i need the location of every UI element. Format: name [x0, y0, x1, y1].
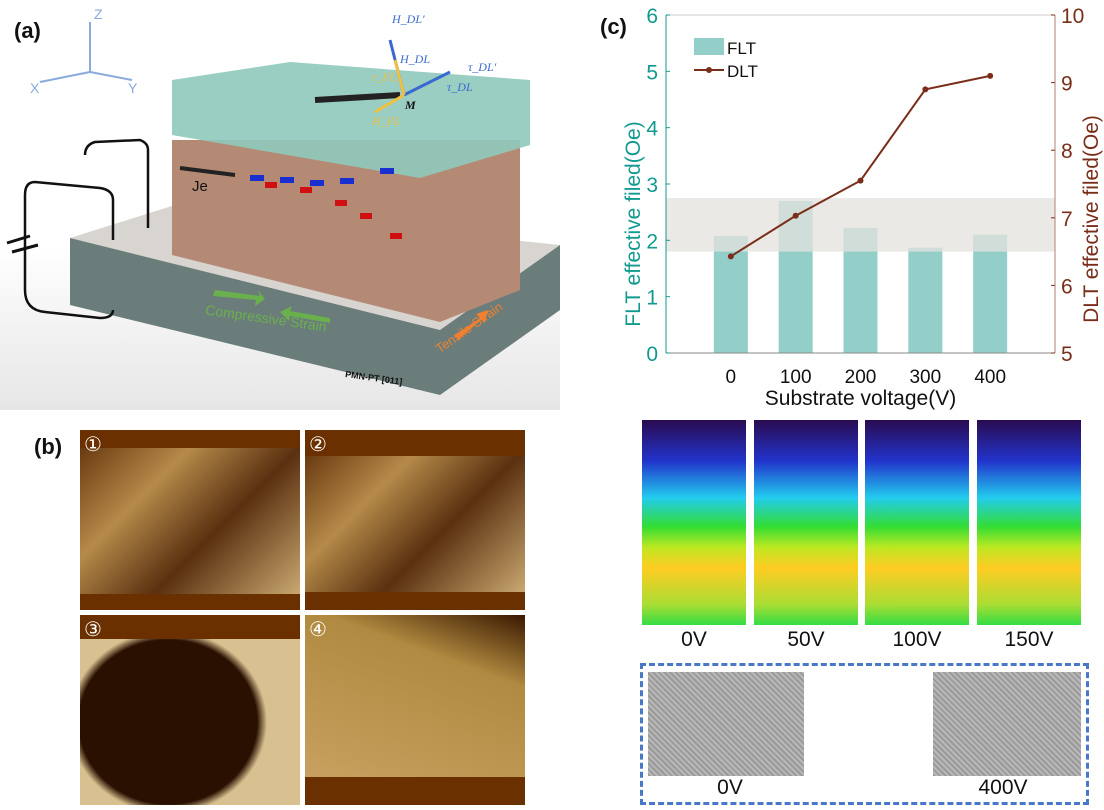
current-arrow	[179, 166, 236, 177]
spin-arrows-red	[265, 182, 402, 239]
heatmap-label: 0V	[681, 628, 707, 651]
axis-label-x: X	[30, 80, 40, 96]
y2-tick-label: 9	[1061, 73, 1073, 96]
legend-flt-label: FLT	[727, 39, 756, 58]
panel-b-label: (b)	[34, 434, 63, 459]
spin-arrows-blue	[250, 168, 394, 186]
xmcd-box: 0V 400V	[640, 663, 1089, 805]
afm-image-1: ①	[80, 430, 300, 610]
torque-vectors	[374, 39, 451, 114]
shaded-band	[666, 198, 1055, 252]
label-je: Je	[192, 178, 208, 195]
xmcd-image-0v	[648, 672, 804, 776]
flt-bar	[908, 247, 943, 353]
y-tick-label: 2	[646, 230, 658, 253]
x-tick-label: 200	[845, 367, 877, 388]
panel-a: (a) Z X Y H_DL′ H_DL τ_FL τ_DL τ_DL′ H_F…	[0, 0, 560, 410]
heatmap-label: 150V	[1004, 628, 1054, 651]
heatmap-label: 50V	[787, 628, 825, 651]
y2-tick-label: 8	[1061, 140, 1073, 163]
heatmap-label: 100V	[892, 628, 942, 651]
legend-dlt-label: DLT	[727, 62, 758, 81]
strain-arrows	[213, 290, 488, 340]
y-tick-label: 3	[646, 174, 658, 197]
x-tick-label: 100	[780, 367, 812, 388]
afm-image-3: ③	[80, 615, 300, 805]
panel-c-label: (c)	[600, 14, 627, 39]
label-tau-dl: τ_DL	[447, 80, 473, 94]
x-tick-label: 300	[909, 367, 941, 388]
coordinate-axes	[39, 22, 133, 83]
top-layer	[172, 62, 530, 178]
label-m: M	[405, 98, 416, 112]
label-tau-dl-prime: τ_DL′	[468, 60, 497, 74]
legend-flt-swatch	[694, 38, 724, 55]
heatmap-row: 0V 50V 100V 150V	[642, 420, 1082, 660]
magnetization-arrow	[314, 92, 401, 103]
label-h-dl: H_DL	[400, 52, 431, 66]
dlt-point	[922, 86, 929, 93]
y-tick-label: 6	[646, 5, 658, 28]
label-h-dl-prime: H_DL′	[392, 12, 425, 26]
afm-image-4: ④	[305, 615, 525, 805]
axis-label-z: Z	[94, 6, 103, 22]
y-tick-label: 1	[646, 287, 658, 310]
xmcd-image-400v	[933, 672, 1081, 776]
y2-tick-label: 7	[1061, 208, 1073, 231]
y-tick-label: 5	[646, 61, 658, 84]
afm-image-2: ②	[305, 430, 525, 610]
y2-tick-label: 6	[1061, 275, 1073, 298]
mid-layer	[172, 140, 520, 322]
legend-dlt-marker	[706, 67, 712, 73]
y-axis-label: FLT effective filed(Oe)	[622, 121, 645, 326]
y-tick-label: 4	[646, 118, 658, 141]
axis-label-y: Y	[128, 80, 138, 96]
y2-axis-label: DLT effective filed(Oe)	[1080, 115, 1103, 323]
dlt-point	[727, 253, 734, 260]
schematic	[6, 22, 560, 395]
flt-bar	[973, 234, 1008, 353]
x-axis-label: Substrate voltage(V)	[765, 387, 956, 410]
heatmap-150v	[977, 420, 1081, 625]
dlt-point	[857, 177, 864, 184]
heatmap-0v	[642, 420, 746, 625]
label-h-fl: H_FL	[372, 114, 401, 128]
x-tick-label: 0	[726, 367, 737, 388]
dlt-point	[792, 212, 799, 219]
y2-tick-label: 10	[1061, 5, 1084, 28]
heatmap-50v	[754, 420, 858, 625]
dlt-point	[987, 72, 994, 79]
y2-tick-label: 5	[1061, 343, 1073, 366]
xmcd-label: 400V	[978, 776, 1028, 799]
substrate-end	[440, 245, 560, 395]
y-tick-label: 0	[646, 343, 658, 366]
x-tick-label: 400	[974, 367, 1006, 388]
substrate-side	[70, 238, 440, 395]
panel-a-label: (a)	[14, 18, 41, 43]
heatmap-100v	[865, 420, 969, 625]
circuit-wires	[23, 138, 150, 320]
label-tau-fl: τ_FL	[372, 70, 397, 84]
panel-b: ① ② ③ ④	[80, 430, 525, 805]
xmcd-label: 0V	[717, 776, 743, 799]
